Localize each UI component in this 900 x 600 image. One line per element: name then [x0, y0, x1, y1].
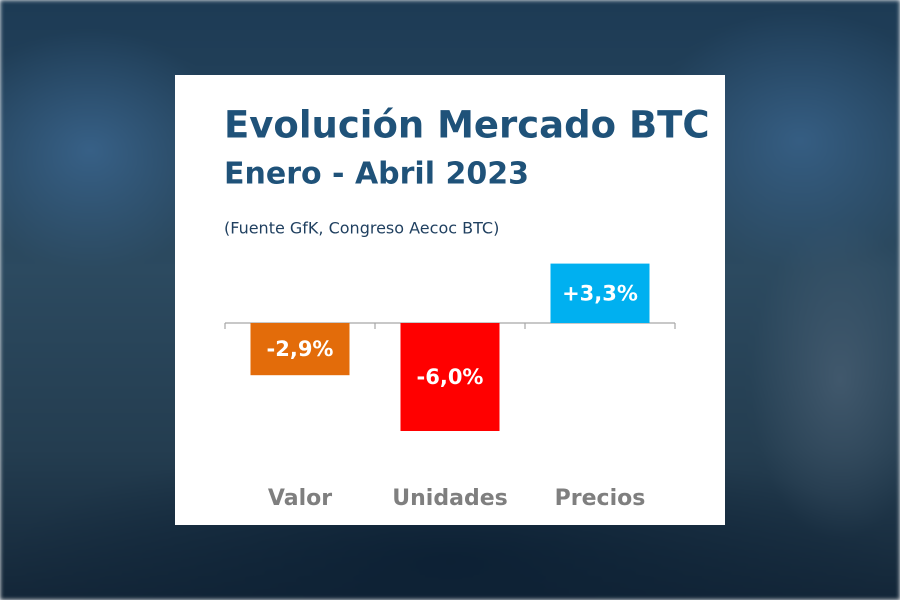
bar [250, 323, 350, 376]
source-note: (Fuente GfK, Congreso Aecoc BTC) [224, 219, 499, 238]
chart-subtitle: Enero - Abril 2023 [224, 157, 529, 192]
value-label: -2,9% [267, 337, 334, 361]
category-label: Valor [268, 486, 332, 511]
bar [550, 263, 650, 323]
value-label: -6,0% [417, 365, 484, 389]
bar [400, 323, 500, 431]
category-label: Precios [555, 486, 646, 511]
category-label: Unidades [392, 486, 507, 511]
chart-title: Evolución Mercado BTC [224, 104, 710, 147]
value-label: +3,3% [562, 281, 638, 305]
